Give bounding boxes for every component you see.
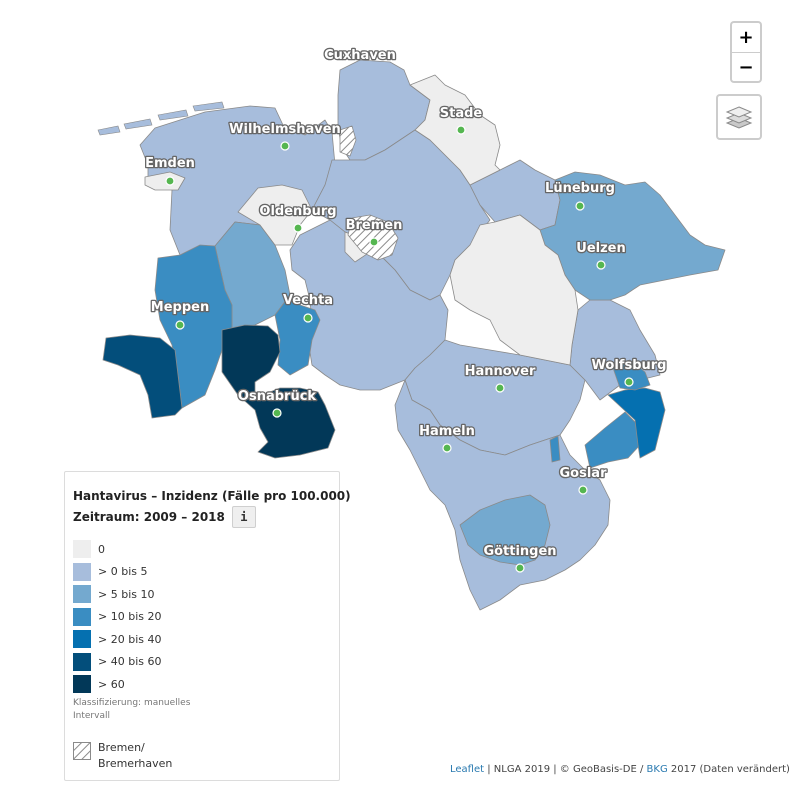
legend-swatch: [73, 562, 91, 581]
legend-period: Zeitraum: 2009 – 2018: [73, 510, 225, 524]
city-label-hameln: Hameln: [419, 424, 475, 439]
legend-label: > 20 bis 40: [98, 632, 162, 646]
city-label-goslar: Goslar: [560, 466, 608, 481]
legend-swatch: [73, 652, 91, 671]
legend-label: > 40 bis 60: [98, 655, 162, 669]
district-grafschaft-bentheim[interactable]: [102, 334, 183, 419]
bremen-hatched[interactable]: [347, 214, 399, 261]
legend-label: > 0 bis 5: [98, 565, 148, 579]
district-goettingen[interactable]: [459, 494, 551, 566]
legend-item: > 60: [73, 673, 331, 696]
legend-label: > 10 bis 20: [98, 610, 162, 624]
legend-item: > 40 bis 60: [73, 651, 331, 674]
district-meppen[interactable]: [154, 244, 233, 409]
attribution: Leaflet | NLGA 2019 | © GeoBasis-DE / BK…: [450, 764, 790, 780]
hatch-swatch: [73, 741, 91, 760]
legend-panel: Hantavirus – Inzidenz (Fälle pro 100.000…: [64, 471, 351, 781]
city-label-stade: Stade: [440, 106, 483, 121]
city-label-hannover: Hannover: [465, 364, 536, 379]
legend-hatch-row: Bremen/ Bremerhaven: [73, 740, 331, 772]
legend-label: 0: [98, 542, 105, 556]
leaflet-link[interactable]: Leaflet: [450, 764, 485, 775]
layers-icon: [725, 106, 753, 129]
legend-classes: 0 > 0 bis 5 > 5 bis 10 > 10 bis 20 > 20 bis …: [73, 538, 331, 696]
legend-swatch: [73, 630, 91, 649]
city-labels: Cuxhaven Stade Wilhelmshaven Emden Lüneb…: [144, 47, 668, 561]
district-heidekreis[interactable]: [449, 214, 579, 366]
city-label-vechta: Vechta: [283, 293, 333, 308]
legend-swatch: [73, 675, 91, 694]
classification-note: Klassifizierung: manuelles Intervall: [73, 697, 191, 721]
legend-label: > 60: [98, 677, 125, 691]
city-label-uelzen: Uelzen: [576, 241, 625, 256]
legend-item: 0: [73, 538, 331, 561]
city-label-goettingen: Göttingen: [483, 544, 556, 559]
legend-title: Hantavirus – Inzidenz (Fälle pro 100.000…: [73, 489, 351, 503]
city-label-cuxhaven: Cuxhaven: [324, 48, 396, 63]
city-label-lueneburg: Lüneburg: [545, 181, 615, 196]
info-button[interactable]: i: [231, 506, 256, 528]
islands: [97, 101, 225, 136]
legend-item: > 5 bis 10: [73, 583, 331, 606]
district-goslar[interactable]: [584, 411, 641, 469]
district-oldenburg[interactable]: [237, 184, 313, 246]
district-goslar-strip[interactable]: [549, 435, 561, 463]
legend-swatch: [73, 585, 91, 604]
district-wolfsburg-east[interactable]: [607, 387, 666, 459]
district-wolfsburg[interactable]: [611, 359, 651, 391]
city-label-wolfsburg: Wolfsburg: [592, 358, 667, 373]
legend-swatch: [73, 540, 91, 559]
legend-swatch: [73, 607, 91, 626]
attribution-rest: 2017 (Daten verändert): [667, 764, 790, 775]
city-label-oldenburg: Oldenburg: [259, 204, 336, 219]
zoom-out-button[interactable]: −: [732, 52, 760, 81]
attribution-nlga: | NLGA 2019 | © GeoBasis-DE /: [484, 764, 647, 775]
legend-item: > 0 bis 5: [73, 561, 331, 584]
district-emden[interactable]: [144, 171, 186, 191]
zoom-control: + −: [730, 21, 762, 83]
legend-item: > 10 bis 20: [73, 606, 331, 629]
zoom-in-button[interactable]: +: [738, 27, 754, 48]
layers-button[interactable]: [716, 94, 762, 140]
legend-item: > 20 bis 40: [73, 628, 331, 651]
hatch-label: Bremen/ Bremerhaven: [98, 740, 173, 770]
city-markers: [165, 125, 634, 573]
legend-label: > 5 bis 10: [98, 587, 155, 601]
bremerhaven-hatched[interactable]: [339, 125, 357, 157]
city-label-wilhelmshaven: Wilhelmshaven: [229, 122, 341, 137]
city-label-osnabrueck: Osnabrück: [238, 389, 316, 404]
bkg-link[interactable]: BKG: [646, 764, 668, 775]
city-label-meppen: Meppen: [151, 300, 209, 315]
district-osnabrueck[interactable]: [221, 324, 336, 459]
district-stade[interactable]: [409, 74, 501, 186]
city-label-bremen: Bremen: [346, 218, 403, 233]
city-label-emden: Emden: [145, 156, 195, 171]
